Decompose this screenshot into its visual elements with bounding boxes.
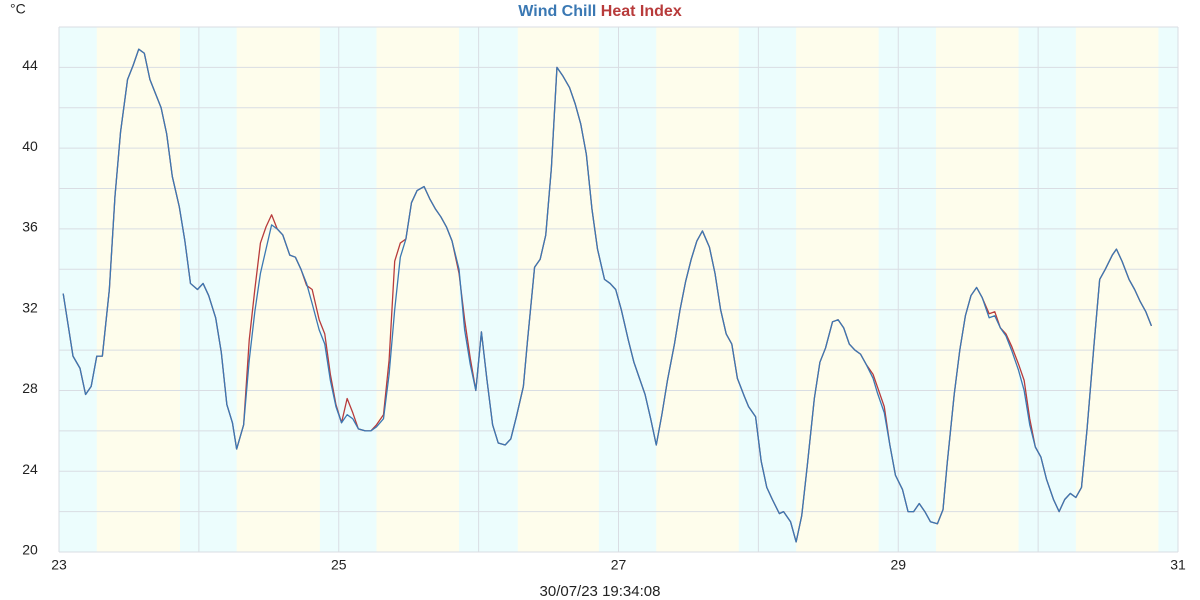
y-tick-label: 32: [22, 299, 38, 315]
x-tick-label: 23: [51, 557, 67, 573]
day-band: [656, 27, 739, 552]
y-tick-label: 24: [22, 461, 38, 477]
y-tick-label: 36: [22, 219, 38, 235]
x-axis-label: 30/07/23 19:34:08: [540, 583, 661, 600]
x-tick-label: 25: [331, 557, 347, 573]
lines: [62, 48, 1153, 543]
day-band: [517, 27, 599, 552]
day-band: [96, 27, 180, 552]
series-line: [62, 48, 1153, 543]
day-band: [1075, 27, 1159, 552]
legend: Wind Chill Heat Index: [518, 3, 682, 20]
day-band: [796, 27, 879, 552]
grid: [58, 26, 1179, 553]
legend-entry: Heat Index: [601, 3, 682, 20]
day-band: [236, 27, 320, 552]
day-band: [376, 27, 460, 552]
y-tick-label: 44: [22, 57, 38, 73]
x-tick-label: 29: [890, 557, 906, 573]
y-axis-label: °C: [10, 1, 26, 17]
y-tick-label: 20: [22, 542, 38, 558]
y-tick-label: 28: [22, 380, 38, 396]
x-tick-label: 31: [1170, 557, 1186, 573]
x-tick-label: 27: [611, 557, 627, 573]
y-tick-label: 40: [22, 138, 38, 154]
legend-entry: Wind Chill: [518, 3, 596, 20]
